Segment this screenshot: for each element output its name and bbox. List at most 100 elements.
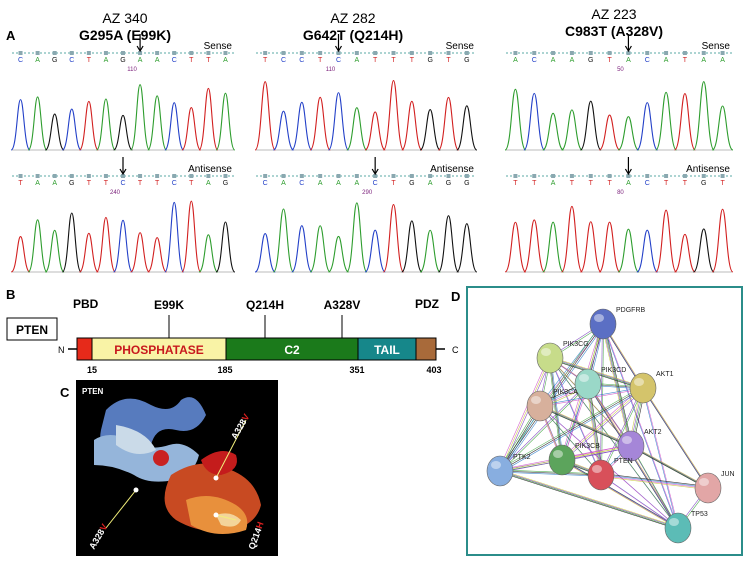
base-tick: [69, 174, 74, 178]
trace-peak: [181, 106, 202, 151]
trace-peak: [504, 221, 527, 273]
base-call: G: [223, 180, 228, 187]
base-tick: [121, 51, 125, 55]
base-tick: [172, 174, 177, 178]
network-edge: [599, 472, 707, 487]
sample-id: AZ 223: [591, 6, 637, 22]
network-edge: [550, 358, 679, 529]
position-label: 240: [110, 190, 121, 196]
network-node[interactable]: [574, 368, 602, 400]
network-node[interactable]: [629, 372, 657, 404]
panel-label-a: A: [6, 28, 16, 43]
base-tick: [532, 51, 537, 55]
trace-peak: [272, 110, 295, 151]
base-tick: [138, 51, 143, 55]
network-edge: [499, 357, 551, 472]
trace-peak: [364, 111, 386, 151]
base-tick: [299, 51, 304, 55]
trace-peak: [27, 96, 48, 151]
c-terminus: C: [452, 345, 459, 355]
base-tick: [69, 51, 74, 55]
network-edge: [549, 357, 563, 461]
trace-peak: [437, 215, 460, 273]
base-call: C: [336, 57, 341, 64]
trace-peak: [78, 232, 99, 273]
network-edge: [631, 446, 709, 489]
network-panel: PDGFRB PIK3CG PIK3CD AKT1 PIK3CA PIK3CB AKT2 PT…: [466, 286, 743, 556]
network-edge: [601, 475, 709, 489]
network-edge: [560, 386, 642, 460]
network-node[interactable]: [536, 342, 564, 374]
base-tick: [645, 51, 650, 55]
trace-peak: [674, 93, 696, 151]
base-call: A: [155, 57, 160, 64]
interaction-network: PDGFRB PIK3CG PIK3CD AKT1 PIK3CA PIK3CB AKT2 PT…: [486, 307, 735, 544]
base-call: T: [683, 180, 688, 187]
position-label: 290: [362, 190, 373, 196]
base-tick: [645, 174, 650, 178]
network-edge: [602, 323, 678, 528]
trace-peak: [327, 235, 350, 273]
base-call: T: [513, 180, 518, 187]
trace-peak: [291, 225, 313, 273]
network-edge: [548, 356, 562, 459]
network-node[interactable]: [589, 308, 617, 340]
network-edge: [550, 359, 564, 462]
base-tick: [626, 174, 631, 178]
base-tick: [373, 174, 378, 178]
base-call: T: [206, 57, 211, 64]
pdz-label: PDZ: [415, 297, 439, 311]
base-call: C: [299, 180, 304, 187]
network-node[interactable]: [548, 444, 576, 476]
network-node[interactable]: [694, 472, 722, 504]
base-tick: [373, 51, 378, 55]
base-call: C: [281, 57, 286, 64]
network-node-label: PIK3CA: [553, 389, 578, 396]
network-node[interactable]: [486, 455, 514, 487]
base-call: T: [410, 57, 415, 64]
base-tick: [720, 51, 725, 55]
base-call: A: [354, 180, 359, 187]
network-edge: [499, 470, 678, 528]
base-tick: [513, 51, 518, 55]
network-node[interactable]: [664, 512, 692, 544]
base-tick: [446, 51, 451, 55]
trace-peak: [10, 236, 31, 273]
network-node[interactable]: [587, 459, 615, 491]
network-edge: [499, 387, 644, 472]
trace-peak: [113, 219, 133, 273]
position-tick: 15: [87, 365, 97, 375]
chromatogram-sense: Sense T C C T C A T T T G T G 110: [254, 34, 478, 151]
trace-peak: [181, 200, 202, 273]
network-edge: [603, 324, 679, 529]
network-edge: [501, 388, 645, 473]
sample-header: AZ 282 G642T (Q214H): [253, 10, 453, 44]
trace-peak: [346, 107, 368, 151]
base-call: T: [155, 180, 160, 187]
network-edge: [642, 387, 708, 488]
position-tick: 351: [349, 365, 364, 375]
sense-label: Sense: [446, 41, 475, 52]
base-call: A: [104, 57, 109, 64]
network-edge: [500, 359, 552, 473]
base-tick: [336, 174, 341, 178]
base-call: C: [18, 57, 23, 64]
sense-label: Sense: [702, 41, 731, 52]
base-call: A: [52, 180, 57, 187]
network-node[interactable]: [526, 390, 554, 422]
base-tick: [52, 174, 57, 178]
network-edge: [630, 445, 678, 528]
network-edge: [600, 387, 643, 475]
base-call: A: [318, 180, 323, 187]
mutation-marker: Q214H: [246, 298, 284, 312]
trace-peak: [130, 84, 151, 151]
trace-peak: [147, 237, 168, 273]
network-node[interactable]: [617, 430, 645, 462]
trace-peak: [382, 204, 405, 273]
network-node-label: JUN: [721, 471, 735, 478]
protein-structure-image: PTEN A328V A328V Q214H: [76, 380, 278, 556]
base-call: A: [626, 57, 631, 64]
base-call: T: [104, 180, 109, 187]
trace-peak: [215, 221, 236, 273]
sample-mutation: C983T (A328V): [564, 23, 664, 39]
